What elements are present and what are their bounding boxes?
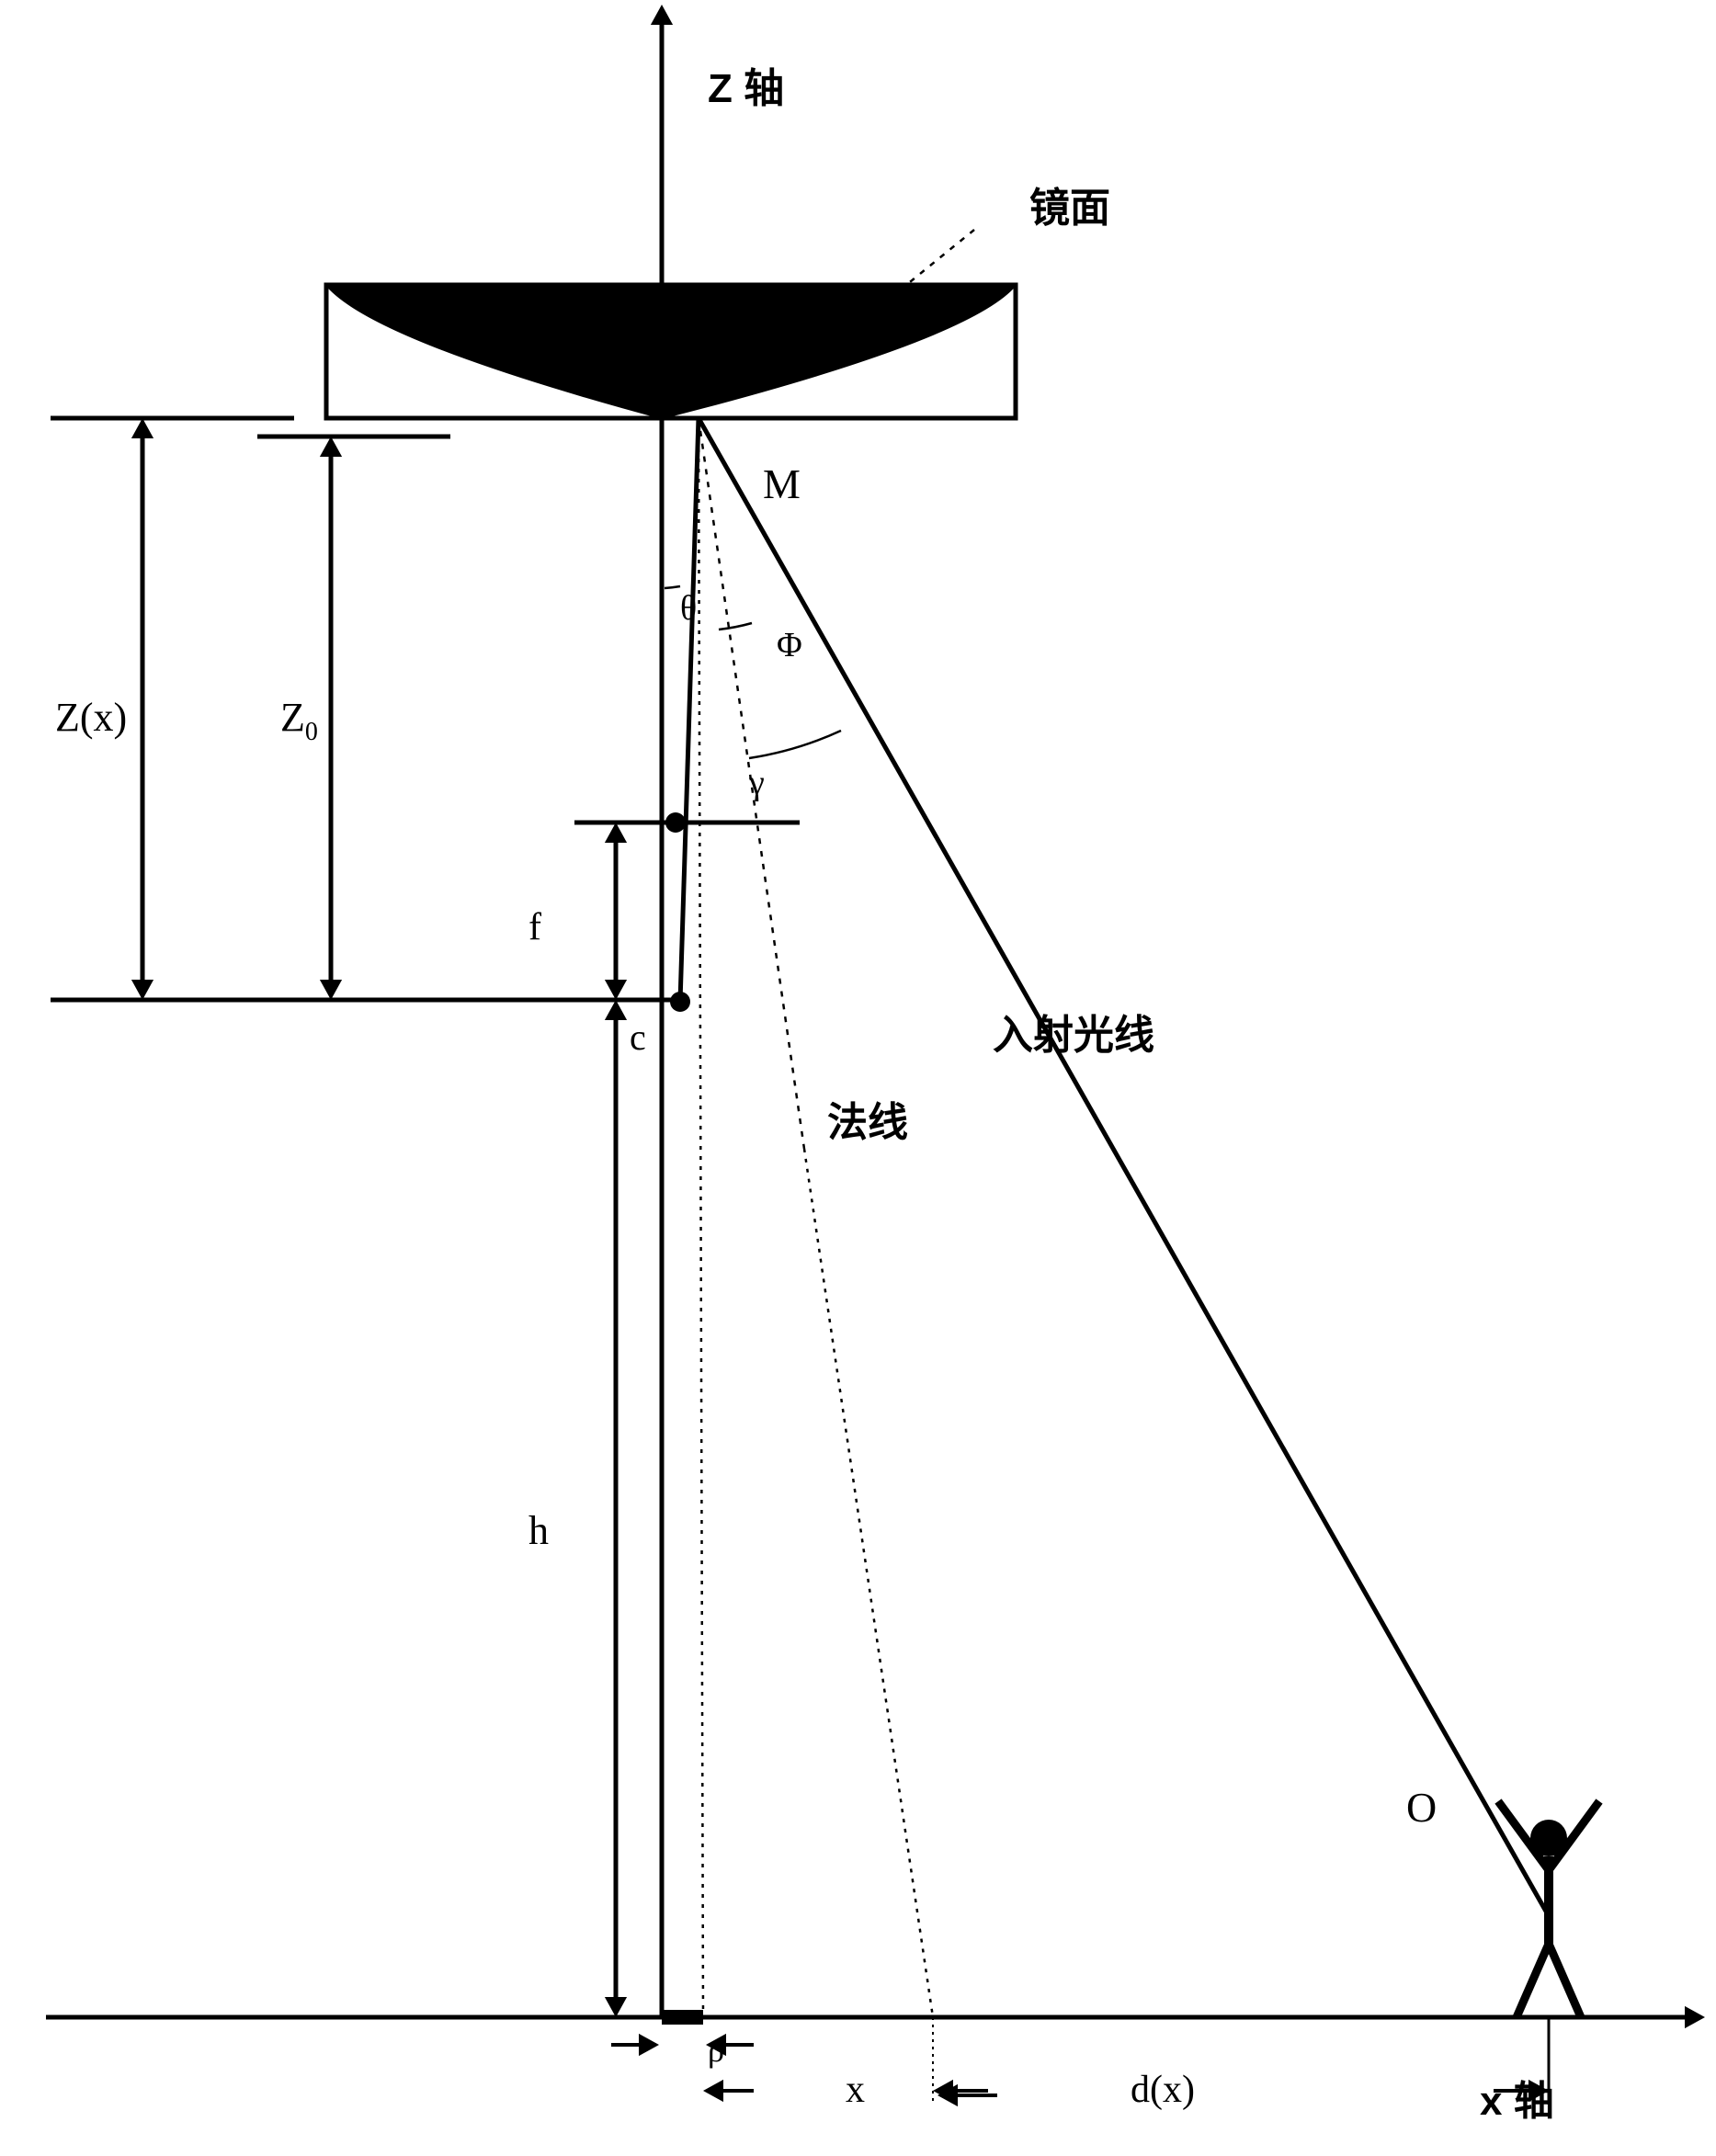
x-label: x (846, 2068, 865, 2112)
M-label: M (763, 460, 801, 508)
rho-label: ρ (708, 2031, 724, 2070)
dx-label: d(x) (1131, 2068, 1195, 2112)
Z0-sub: 0 (305, 718, 318, 746)
h-label: h (528, 1507, 549, 1554)
x-axis-label: x 轴 (1480, 2068, 1554, 2127)
incident-label: 入射光线 (993, 1002, 1154, 1061)
diagram-svg (0, 0, 1716, 2151)
diagram-container: Z 轴 镜面 M θ Φ γ Z(x) Z0 f c h 入射光线 法线 O ρ… (0, 0, 1716, 2151)
c-label: c (630, 1016, 646, 1059)
normal-label: 法线 (827, 1089, 908, 1148)
z-axis-label: Z 轴 (708, 55, 784, 114)
theta-label: θ (680, 588, 697, 629)
phi-label: Φ (777, 625, 802, 665)
f-label: f (528, 905, 541, 949)
Zx-label: Z(x) (55, 694, 127, 741)
O-label: O (1406, 1783, 1437, 1832)
Z0-label: Z0 (280, 694, 318, 747)
gamma-label: γ (749, 763, 765, 803)
mirror-label: 镜面 (1029, 175, 1110, 233)
Z0-main: Z (280, 695, 305, 740)
